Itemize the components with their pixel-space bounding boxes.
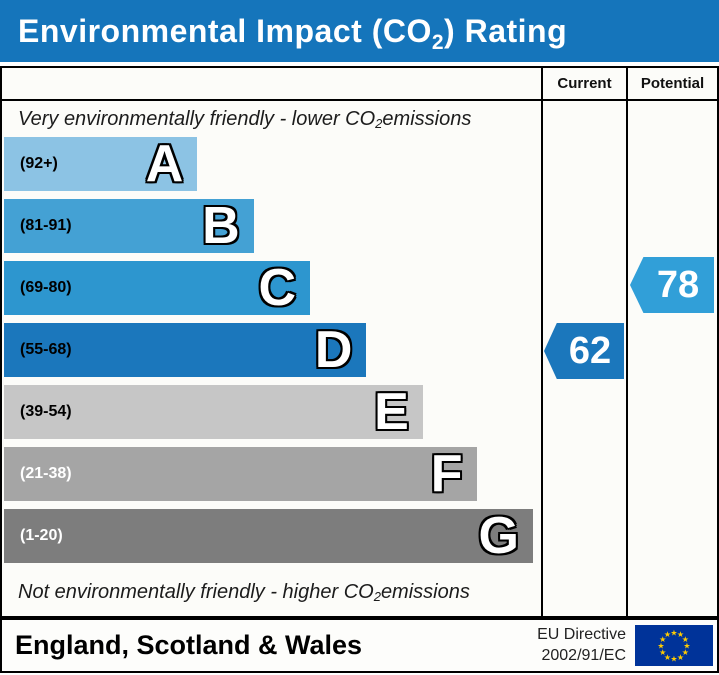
band-letter: B <box>202 197 240 255</box>
band-row-c: (69-80) C <box>4 259 311 317</box>
svg-text:★: ★ <box>677 653 684 662</box>
band-letter: F <box>430 445 463 503</box>
band-letter: E <box>374 383 409 441</box>
svg-text:★: ★ <box>670 655 677 664</box>
svg-text:★: ★ <box>664 630 671 639</box>
band-row-e: (39-54) E <box>4 385 423 439</box>
svg-text:★: ★ <box>683 642 690 651</box>
eu-flag-field <box>635 625 713 666</box>
potential-arrow: 78 <box>630 257 714 313</box>
current-column-header: Current <box>543 68 628 101</box>
svg-text:★: ★ <box>664 653 671 662</box>
band-range-label: (92+) <box>20 155 58 172</box>
title-subscript: 2 <box>431 30 445 54</box>
bottom-note: Not environmentally friendly - higher CO… <box>18 581 470 604</box>
band-letter: A <box>145 135 184 193</box>
band-letter: G <box>478 507 519 565</box>
region-label: England, Scotland & Wales <box>15 630 363 660</box>
svg-text:★: ★ <box>682 635 689 644</box>
current-value: 62 <box>568 329 612 372</box>
band-row-d: (55-68) D <box>4 321 367 379</box>
band-list: (92+) A (81-91) B (69-80) C (55-68) D (3… <box>2 137 541 563</box>
footer-bar: England, Scotland & Wales EU Directive 2… <box>0 618 719 673</box>
band-range-label: (81-91) <box>20 217 72 234</box>
eu-flag-icon: ★ ★ ★ ★ ★ ★ ★ ★ ★ ★ ★ ★ <box>635 625 713 666</box>
band-row-g: (1-20) G <box>4 509 533 563</box>
band-letter: C <box>258 259 297 317</box>
svg-text:★: ★ <box>657 642 664 651</box>
band-range-label: (39-54) <box>20 403 72 420</box>
current-arrow: 62 <box>544 323 624 379</box>
band-chart-area: Very environmentally friendly - lower CO… <box>2 101 543 616</box>
eu-directive-label: EU Directive 2002/91/EC <box>537 625 626 664</box>
svg-text:★: ★ <box>682 648 689 657</box>
eu-flag-stars: ★ ★ ★ ★ ★ ★ ★ ★ ★ ★ ★ ★ <box>657 629 690 664</box>
corner-cell <box>2 68 543 101</box>
potential-value: 78 <box>656 263 700 306</box>
band-range-label: (1-20) <box>20 527 63 544</box>
svg-text:★: ★ <box>659 648 666 657</box>
title-banner: Environmental Impact (CO2) Rating <box>0 0 719 62</box>
page-title: Environmental Impact (CO2) Rating <box>18 12 568 54</box>
band-range-label: (21-38) <box>20 465 72 482</box>
current-column: 62 <box>543 101 628 616</box>
top-note: Very environmentally friendly - lower CO… <box>18 107 472 131</box>
potential-column-header: Potential <box>628 68 717 101</box>
svg-text:★: ★ <box>677 630 684 639</box>
rating-table: Current Potential Very environmentally f… <box>0 66 719 618</box>
potential-column: 78 <box>628 101 717 616</box>
band-row-a: (92+) A <box>4 135 198 193</box>
band-row-f: (21-38) F <box>4 447 477 501</box>
svg-text:★: ★ <box>659 635 666 644</box>
band-range-label: (69-80) <box>20 279 72 296</box>
band-row-b: (81-91) B <box>4 199 254 253</box>
band-range-label: (55-68) <box>20 341 72 358</box>
band-letter: D <box>314 321 353 379</box>
svg-text:★: ★ <box>670 629 677 638</box>
